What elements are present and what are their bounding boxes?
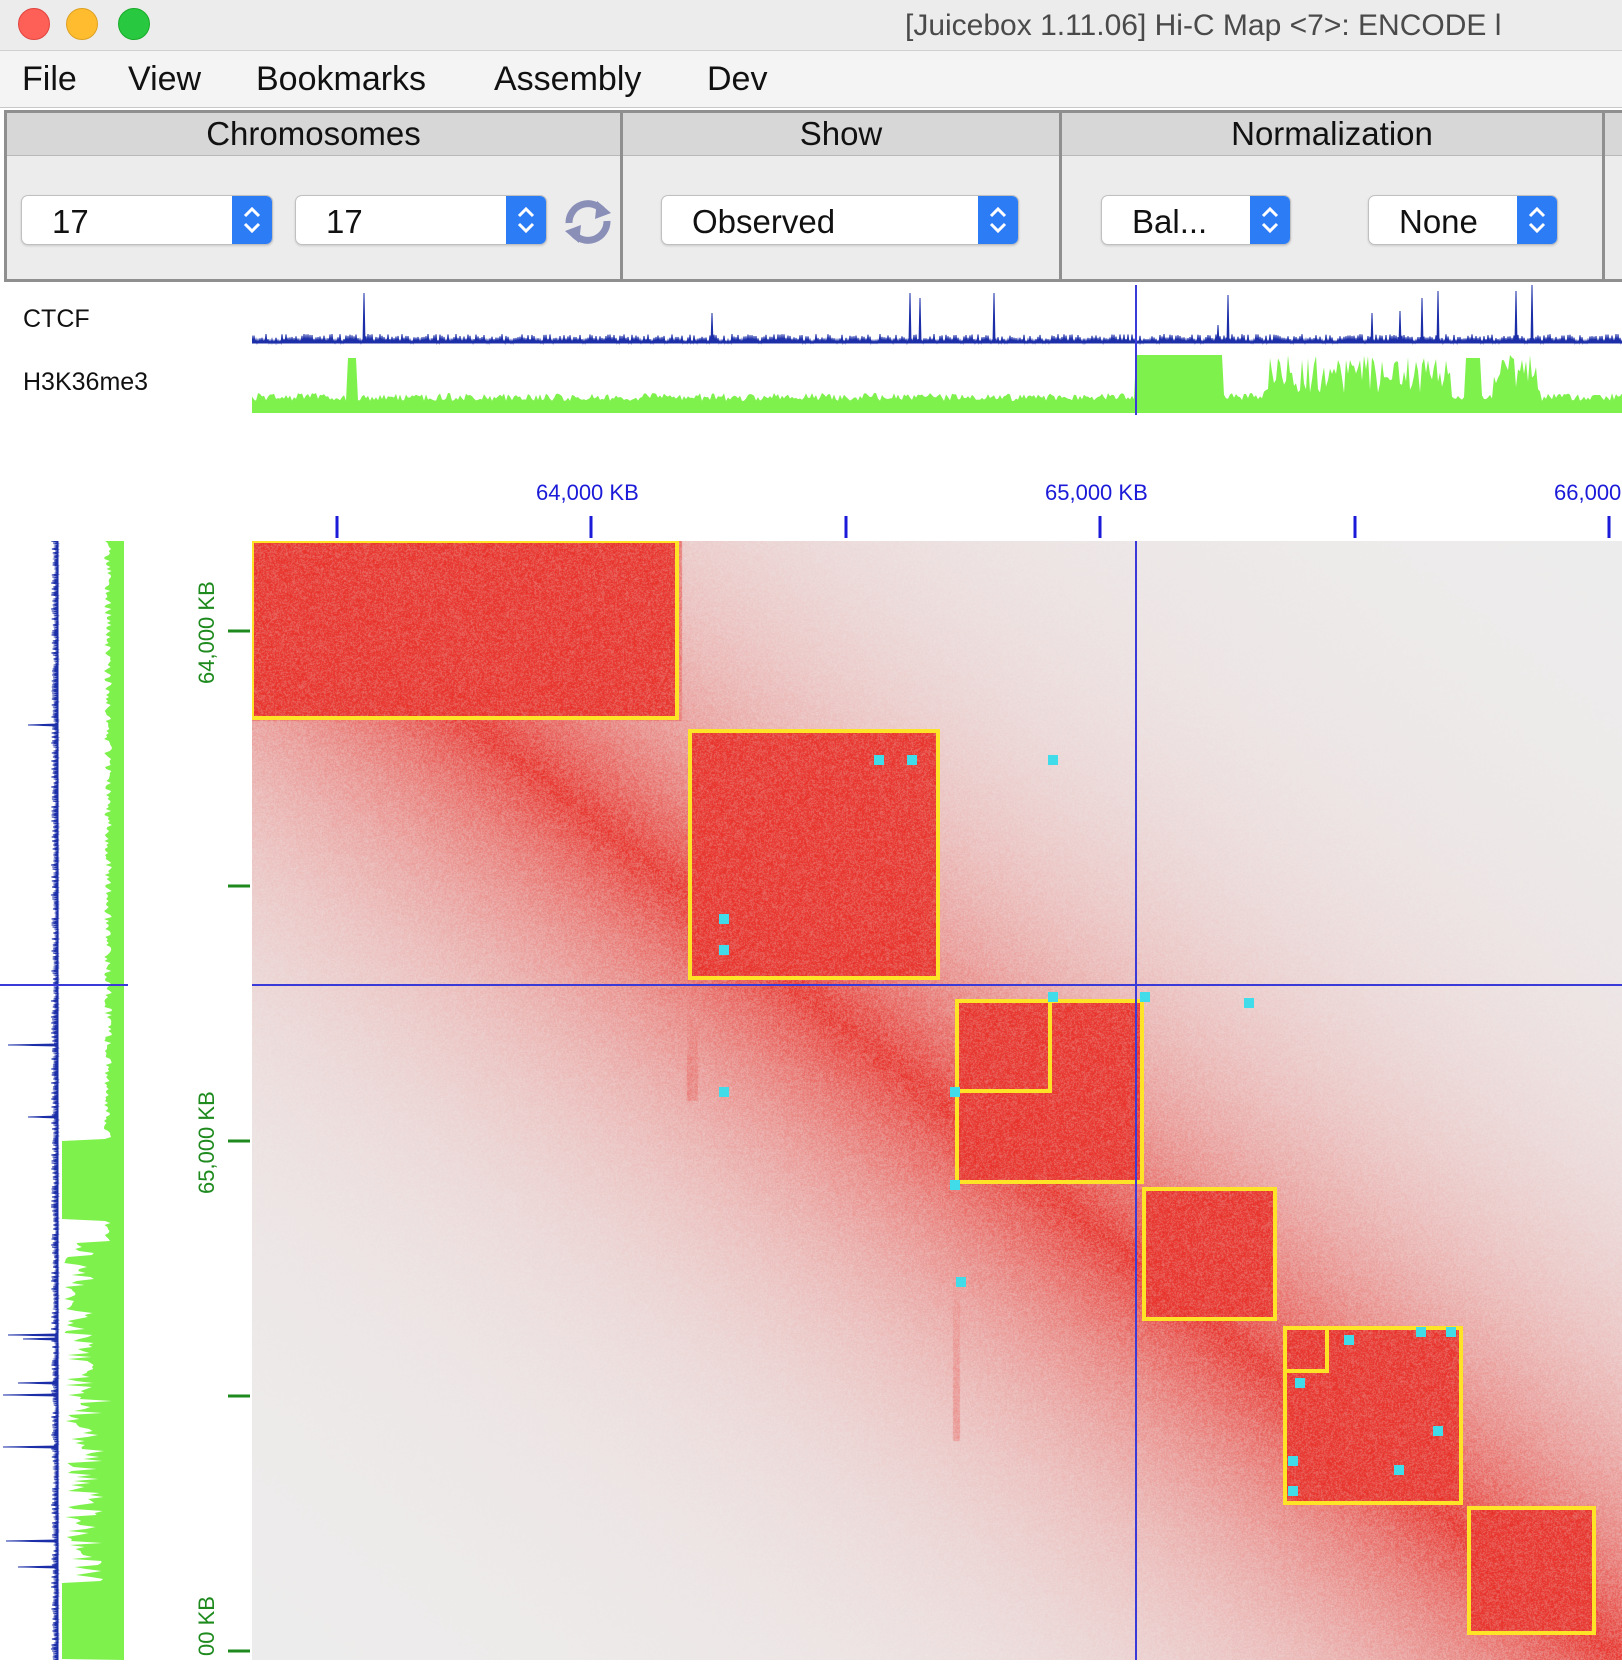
track-label-h3k36me3: H3K36me3 bbox=[23, 368, 149, 396]
x-axis-label-66000: 66,000 bbox=[1554, 480, 1622, 505]
menu-file[interactable]: File bbox=[22, 60, 77, 98]
menu-dev[interactable]: Dev bbox=[707, 60, 768, 98]
chevron-updown-icon bbox=[1250, 196, 1290, 244]
chromosome-1-select[interactable]: 17 bbox=[21, 195, 273, 245]
loop-marker bbox=[1140, 992, 1150, 1002]
menu-view[interactable]: View bbox=[128, 60, 202, 98]
normalization-select-2[interactable]: None bbox=[1368, 195, 1558, 245]
show-panel: Show Observed bbox=[620, 110, 1062, 282]
chromosomes-panel-title: Chromosomes bbox=[7, 113, 620, 156]
chevron-updown-icon bbox=[506, 196, 546, 244]
loop-marker bbox=[874, 755, 884, 765]
show-value: Observed bbox=[692, 203, 836, 240]
window-title: [Juicebox 1.11.06] Hi-C Map <7>: ENCODE … bbox=[905, 9, 1502, 42]
y-axis-label-64000: 64,000 KB bbox=[194, 581, 219, 684]
x-axis-label-64000: 64,000 KB bbox=[536, 480, 639, 505]
loop-marker bbox=[1288, 1456, 1298, 1466]
domain-box bbox=[1142, 1187, 1277, 1321]
loop-marker bbox=[1048, 992, 1058, 1002]
track-label-ctcf: CTCF bbox=[23, 305, 90, 333]
chevron-updown-icon bbox=[232, 196, 272, 244]
chromosome-2-select[interactable]: 17 bbox=[295, 195, 547, 245]
loop-marker bbox=[907, 755, 917, 765]
subdomain-box bbox=[1283, 1326, 1329, 1373]
ctcf-signal-vertical bbox=[2, 541, 60, 1660]
loop-marker bbox=[719, 945, 729, 955]
loop-marker bbox=[1433, 1426, 1443, 1436]
normalization-value-1: Bal... bbox=[1132, 203, 1208, 240]
chromosome-1-value: 17 bbox=[52, 203, 89, 240]
x-axis-ruler bbox=[335, 516, 1611, 538]
loop-marker bbox=[1416, 1327, 1426, 1337]
chromosome-2-value: 17 bbox=[326, 203, 363, 240]
hic-contact-map[interactable] bbox=[252, 541, 1622, 1660]
refresh-icon[interactable] bbox=[559, 193, 617, 256]
loop-marker bbox=[719, 914, 729, 924]
menu-assembly[interactable]: Assembly bbox=[494, 60, 642, 98]
domain-box bbox=[688, 729, 940, 980]
chromosomes-panel: Chromosomes 17 17 bbox=[4, 110, 623, 282]
close-window-button[interactable] bbox=[18, 8, 50, 40]
annotation-overlay bbox=[252, 541, 1622, 1660]
loop-marker bbox=[956, 1277, 966, 1287]
h3k36me3-signal bbox=[252, 355, 1622, 413]
chevron-updown-icon bbox=[1517, 196, 1557, 244]
y-axis-label-65000: 65,000 KB bbox=[194, 1091, 219, 1194]
minimize-window-button[interactable] bbox=[66, 8, 98, 40]
loop-marker bbox=[1394, 1465, 1404, 1475]
h3k36me3-signal-vertical bbox=[62, 541, 124, 1660]
loop-marker bbox=[1048, 755, 1058, 765]
menu-bookmarks[interactable]: Bookmarks bbox=[256, 60, 427, 98]
title-bar: [Juicebox 1.11.06] Hi-C Map <7>: ENCODE … bbox=[0, 0, 1622, 51]
normalization-panel: Normalization Bal... None bbox=[1059, 110, 1605, 282]
h3k36me3-track bbox=[252, 355, 1622, 413]
horizontal-tracks bbox=[252, 285, 1622, 415]
loop-marker bbox=[1288, 1486, 1298, 1496]
maximize-window-button[interactable] bbox=[118, 8, 150, 40]
ctcf-signal bbox=[252, 285, 1622, 345]
loop-annotations bbox=[719, 755, 1456, 1496]
show-panel-title: Show bbox=[623, 113, 1059, 156]
domain-box bbox=[1467, 1506, 1596, 1635]
domain-box bbox=[252, 541, 679, 720]
normalization-panel-title: Normalization bbox=[1062, 113, 1602, 156]
domain-annotations bbox=[252, 541, 1596, 1635]
loop-marker bbox=[1244, 998, 1254, 1008]
h3k36me3-track-vertical bbox=[62, 541, 124, 1660]
loop-marker bbox=[950, 1180, 960, 1190]
y-axis-label-66000: 00 KB bbox=[194, 1596, 219, 1656]
loop-marker bbox=[950, 1087, 960, 1097]
normalization-select-1[interactable]: Bal... bbox=[1101, 195, 1291, 245]
loop-marker bbox=[1295, 1378, 1305, 1388]
contact-heatmap-canvas bbox=[252, 541, 1622, 1660]
domain-box bbox=[1283, 1326, 1463, 1505]
show-select[interactable]: Observed bbox=[661, 195, 1019, 245]
ctcf-track bbox=[252, 285, 1622, 345]
menu-bar: File View Bookmarks Assembly Dev bbox=[0, 51, 1622, 108]
vertical-tracks bbox=[0, 541, 128, 1660]
chevron-updown-icon bbox=[978, 196, 1018, 244]
next-panel-edge bbox=[1602, 110, 1622, 282]
normalization-value-2: None bbox=[1399, 203, 1478, 240]
subdomain-box bbox=[955, 999, 1052, 1093]
loop-marker bbox=[1344, 1335, 1354, 1345]
x-axis-label-65000: 65,000 KB bbox=[1045, 480, 1148, 505]
ctcf-track-vertical bbox=[2, 541, 60, 1660]
y-axis-ruler bbox=[228, 629, 250, 1653]
loop-marker bbox=[719, 1087, 729, 1097]
loop-marker bbox=[1446, 1327, 1456, 1337]
